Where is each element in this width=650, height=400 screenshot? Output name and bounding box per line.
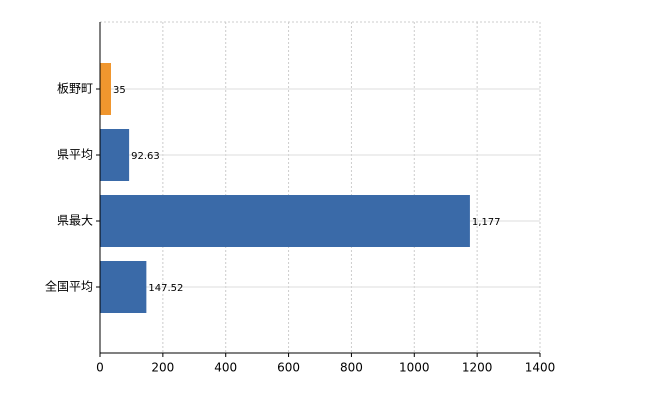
value-label: 147.52 bbox=[148, 283, 183, 294]
bar bbox=[100, 195, 470, 247]
value-label: 35 bbox=[113, 85, 126, 96]
y-tick-label: 板野町 bbox=[57, 82, 93, 96]
value-label: 1,177 bbox=[472, 217, 501, 228]
y-tick-label: 全国平均 bbox=[45, 279, 93, 294]
bar bbox=[100, 63, 111, 115]
value-label: 92.63 bbox=[131, 151, 160, 162]
x-tick-label: 0 bbox=[96, 361, 104, 375]
x-tick-label: 200 bbox=[151, 361, 174, 375]
x-tick-label: 400 bbox=[214, 361, 237, 375]
x-tick-label: 600 bbox=[277, 361, 300, 375]
x-tick-label: 800 bbox=[340, 361, 363, 375]
bar bbox=[100, 261, 147, 313]
y-tick-label: 県平均 bbox=[57, 148, 93, 162]
bar bbox=[100, 129, 130, 181]
x-tick-label: 1000 bbox=[399, 361, 430, 375]
x-tick-label: 1400 bbox=[525, 361, 556, 375]
x-tick-label: 1200 bbox=[462, 361, 493, 375]
y-tick-label: 県最大 bbox=[57, 214, 93, 228]
